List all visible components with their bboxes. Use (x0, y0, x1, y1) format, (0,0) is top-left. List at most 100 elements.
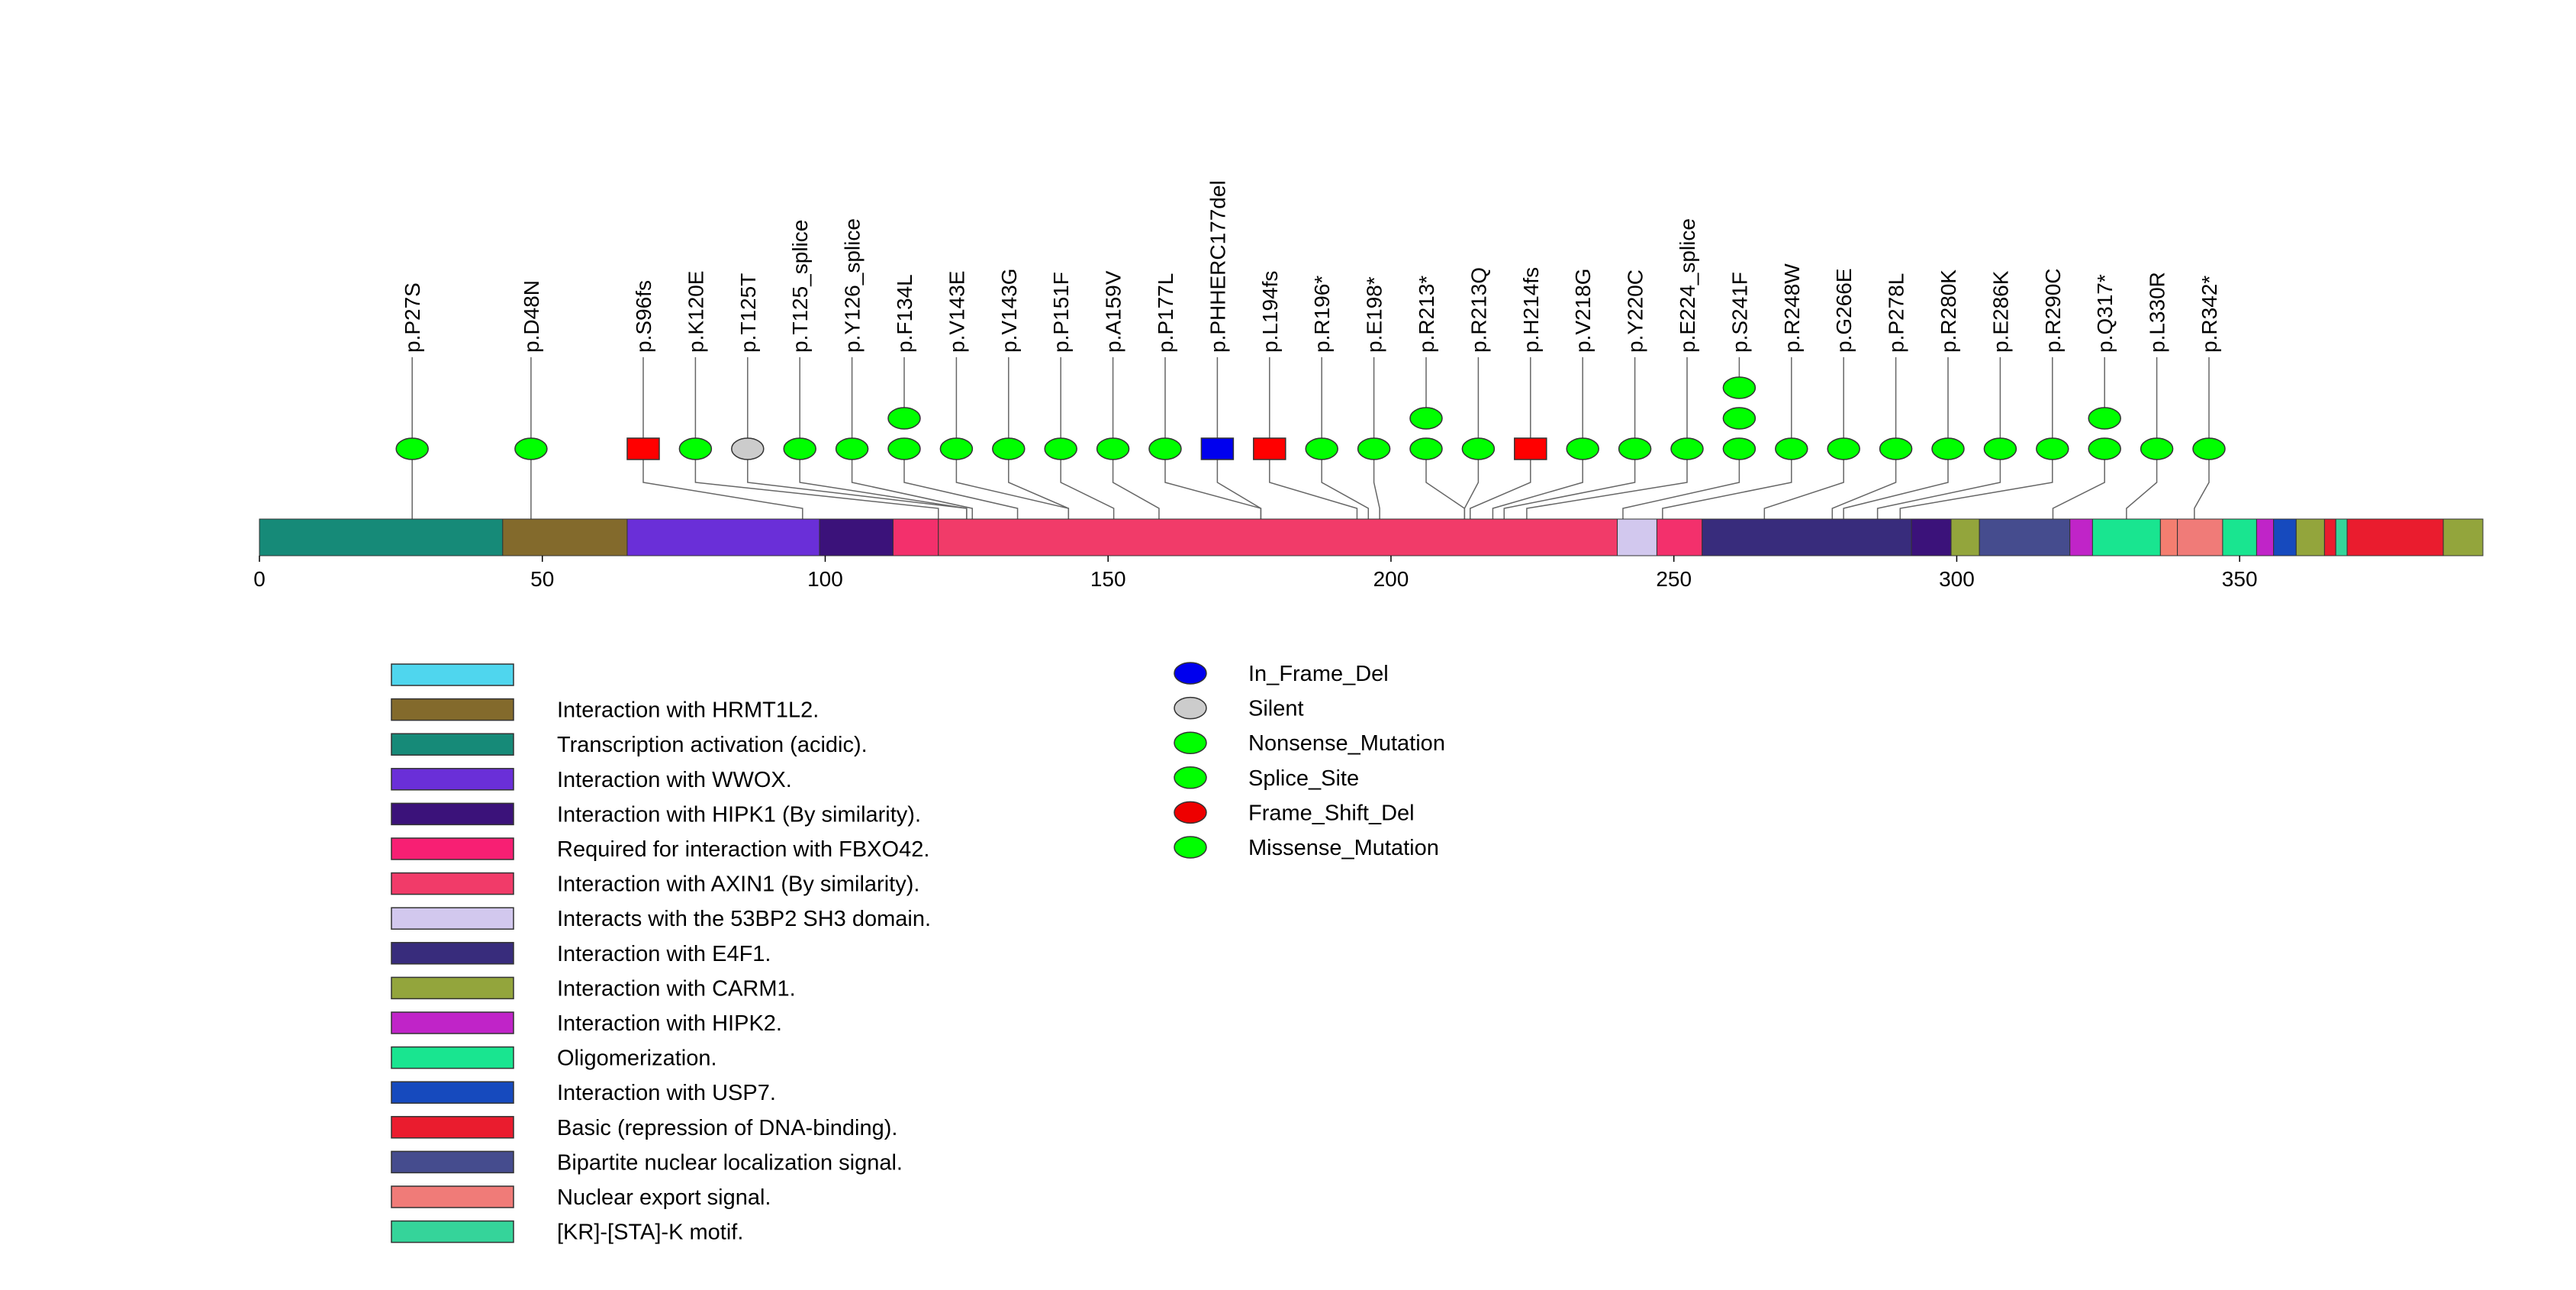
axis-tick-label: 50 (530, 567, 554, 591)
mutation-marker (1722, 407, 1757, 430)
domain-legend-label: Transcription activation (acidic). (557, 733, 868, 757)
mutation-label: p.F134L (893, 274, 916, 353)
mutation-marker (1670, 437, 1704, 460)
domain-legend-swatch (391, 1220, 514, 1243)
mutation-legend-symbol (1174, 731, 1207, 754)
protein-domain (2295, 518, 2325, 556)
mutation-marker (1618, 437, 1652, 460)
domain-legend-label: Interaction with HRMT1L2. (557, 698, 819, 723)
mutation-marker (783, 437, 816, 460)
domain-legend-label: Interaction with CARM1. (557, 976, 796, 1001)
mutation-marker (2036, 437, 2069, 460)
mutation-legend-label: Silent (1248, 697, 1304, 721)
mutation-connector (1899, 449, 2053, 519)
domain-legend-label: Bipartite nuclear localization signal. (557, 1150, 903, 1175)
mutation-label: p.P177L (1154, 273, 1177, 353)
mutation-marker (1409, 407, 1443, 430)
mutation-marker (1566, 437, 1599, 460)
protein-domain (892, 518, 939, 556)
protein-domain (259, 518, 504, 556)
mutation-marker (395, 437, 429, 460)
mutation-connector (1216, 449, 1262, 519)
axis-tick-label: 0 (253, 567, 266, 591)
protein-domain (1617, 518, 1657, 556)
mutation-label: p.R196* (1310, 276, 1334, 353)
protein-domain (819, 518, 894, 556)
mutation-marker (1409, 437, 1443, 460)
mutation-connector (1463, 449, 1480, 519)
domain-legend-swatch (391, 1185, 514, 1208)
protein-domain (2069, 518, 2093, 556)
domain-legend-label: Interaction with WWOX. (557, 768, 792, 792)
mutation-legend-symbol (1174, 766, 1207, 789)
mutation-connector (2194, 449, 2210, 519)
domain-legend-label: Interaction with USP7. (557, 1081, 776, 1105)
mutation-connector (1008, 449, 1070, 519)
mutation-connector (1526, 449, 1688, 519)
protein-domain (2256, 518, 2275, 556)
mutation-connector (1503, 449, 1636, 519)
mutation-markers (395, 376, 2226, 460)
mutation-marker (1722, 376, 1757, 399)
mutation-connector (1622, 449, 1740, 519)
axis-tick-label: 150 (1090, 567, 1126, 591)
mutation-label: p.E286K (1988, 270, 2012, 353)
mutation-legend-label: Nonsense_Mutation (1248, 731, 1445, 756)
mutation-legend-label: Frame_Shift_Del (1248, 801, 1415, 825)
domain-legend-swatch (391, 942, 514, 965)
protein-domain (2442, 518, 2484, 556)
mutation-label: p.E198* (1363, 276, 1386, 353)
protein-domain (1979, 518, 2071, 556)
mutation-connector (1269, 449, 1358, 519)
protein-domain (1656, 518, 1703, 556)
mutation-marker (2140, 437, 2174, 460)
mutation-marker (1253, 437, 1286, 460)
domain-legend-swatch (391, 1046, 514, 1069)
mutation-connector (1763, 449, 1844, 519)
protein-domain (1911, 518, 1952, 556)
mutation-label: p.S241F (1728, 272, 1751, 353)
protein-domain (2346, 518, 2444, 556)
protein-domain (2177, 518, 2223, 556)
mutation-labels: p.P27S p.D48N p.S96fs p.K120E p.T125T p.T125_… (401, 180, 2221, 353)
mutation-label: p.R280K (1937, 269, 1960, 353)
mutation-label: p.S96fs (632, 280, 655, 353)
mutation-marker (2192, 437, 2226, 460)
mutation-label: p.D48N (520, 280, 543, 353)
domain-legend-swatch (391, 698, 514, 721)
mutation-connector (1470, 449, 1531, 519)
mutation-type-legend: In_Frame_Del Silent Nonsense_Mutation Splic… (1174, 662, 1445, 860)
mutation-marker (939, 437, 974, 460)
mutation-legend-symbol (1174, 662, 1207, 685)
mutation-label: p.T125_splice (788, 220, 812, 353)
mutation-marker (1514, 437, 1547, 460)
protein-domain (2273, 518, 2297, 556)
mutation-marker (1461, 437, 1496, 460)
mutation-label: p.V143E (945, 271, 968, 353)
mutation-connector (1060, 449, 1115, 519)
protein-domain (2323, 518, 2336, 556)
mutation-label: p.L330R (2146, 272, 2169, 353)
protein-domain (2159, 518, 2178, 556)
axis-tick-label: 350 (2222, 567, 2258, 591)
mutation-label: p.R213* (1415, 276, 1438, 353)
mutation-connector (851, 449, 974, 519)
mutation-label: p.R248W (1780, 263, 1804, 353)
mutation-label: p.V218G (1571, 268, 1595, 353)
axis-tick-label: 250 (1656, 567, 1692, 591)
protein-domain (626, 518, 820, 556)
mutation-label: p.Q317* (2093, 274, 2117, 353)
mutation-connector (2052, 449, 2105, 519)
mutation-marker (887, 407, 921, 430)
mutation-legend-symbol (1174, 696, 1207, 720)
domain-legend-swatch (391, 1011, 514, 1034)
mutation-marker (1775, 437, 1808, 460)
mutation-connector (1831, 449, 1897, 519)
mutation-label: p.H214fs (1519, 267, 1543, 353)
protein-domain (1702, 518, 1912, 556)
mutation-connector (2126, 449, 2158, 519)
mutation-connector (642, 449, 803, 519)
axis-tick-label: 100 (807, 567, 843, 591)
axis-tick-label: 300 (1939, 567, 1975, 591)
mutation-legend-label: In_Frame_Del (1248, 662, 1389, 686)
